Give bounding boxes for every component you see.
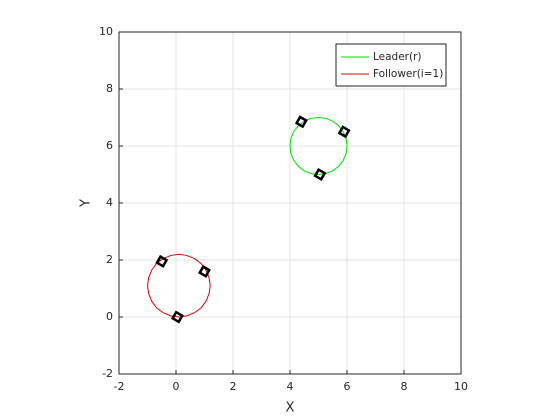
- y-axis-label: Y: [79, 199, 94, 208]
- agent-marker: [198, 264, 211, 278]
- x-axis-label: X: [286, 401, 295, 416]
- x-tick-label: 0: [173, 380, 180, 393]
- x-tick-label: 8: [401, 380, 408, 393]
- y-tick-label: 4: [106, 196, 113, 209]
- series-line: [289, 116, 348, 176]
- x-tick-label: 6: [344, 380, 351, 393]
- agent-marker: [337, 125, 351, 139]
- x-tick-label: 10: [454, 380, 468, 393]
- y-tick-label: 2: [106, 253, 113, 266]
- x-tick-label: 4: [287, 380, 294, 393]
- agent-marker: [170, 310, 184, 324]
- x-tick-label: -2: [114, 380, 125, 393]
- agent-marker: [155, 254, 169, 268]
- legend-label: Follower(i=1): [373, 68, 443, 80]
- legend-label: Leader(r): [373, 51, 422, 63]
- y-tick-label: -2: [102, 367, 113, 380]
- axes-box: [118, 31, 462, 375]
- y-tick-label: 8: [106, 82, 113, 95]
- legend-box: [335, 43, 447, 87]
- series-line: [146, 253, 211, 318]
- agent-marker: [294, 115, 308, 129]
- x-tick-label: 2: [230, 380, 237, 393]
- y-tick-label: 10: [99, 25, 113, 38]
- agent-marker: [313, 168, 327, 181]
- y-tick-label: 0: [106, 310, 113, 323]
- y-tick-label: 6: [106, 139, 113, 152]
